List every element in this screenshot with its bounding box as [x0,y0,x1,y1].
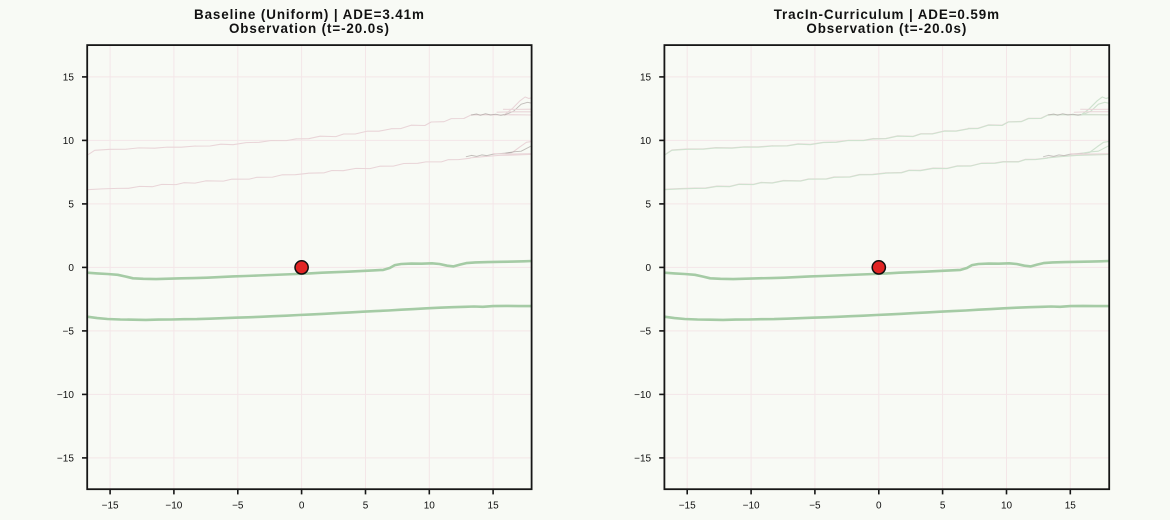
svg-text:0: 0 [68,263,74,274]
svg-text:10: 10 [640,136,652,147]
svg-text:5: 5 [68,200,74,211]
svg-text:5: 5 [646,200,652,211]
svg-text:Observation (t=-20.0s): Observation (t=-20.0s) [806,21,967,36]
svg-text:−15: −15 [102,500,119,511]
svg-text:−10: −10 [165,500,182,511]
svg-text:−10: −10 [57,390,74,401]
svg-text:−10: −10 [743,500,760,511]
svg-text:−10: −10 [634,390,651,401]
svg-text:15: 15 [488,500,500,511]
svg-text:5: 5 [363,500,369,511]
svg-text:0: 0 [876,500,882,511]
svg-text:0: 0 [299,500,305,511]
svg-text:−5: −5 [232,500,244,511]
svg-text:−5: −5 [809,500,821,511]
svg-text:Observation (t=-20.0s): Observation (t=-20.0s) [229,21,390,36]
svg-text:TracIn-Curriculum | ADE=0.59m: TracIn-Curriculum | ADE=0.59m [774,7,1000,22]
svg-text:5: 5 [940,500,946,511]
svg-text:−15: −15 [57,454,74,465]
svg-text:Baseline (Uniform) | ADE=3.41m: Baseline (Uniform) | ADE=3.41m [194,7,425,22]
svg-text:15: 15 [1065,500,1077,511]
svg-text:−5: −5 [62,327,74,338]
svg-text:−15: −15 [679,500,696,511]
svg-text:10: 10 [1001,500,1013,511]
svg-text:15: 15 [640,73,652,84]
svg-text:10: 10 [424,500,436,511]
svg-text:−5: −5 [640,327,652,338]
svg-text:15: 15 [63,73,75,84]
svg-text:−15: −15 [634,454,651,465]
svg-text:0: 0 [646,263,652,274]
svg-text:10: 10 [63,136,75,147]
